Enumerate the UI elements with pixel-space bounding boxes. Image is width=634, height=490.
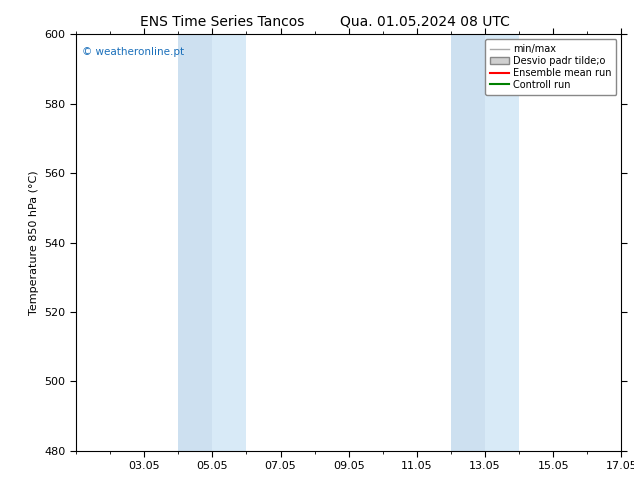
Text: ENS Time Series Tancos: ENS Time Series Tancos	[139, 15, 304, 29]
Bar	[178, 34, 212, 451]
Bar	[451, 34, 485, 451]
Bar	[212, 34, 247, 451]
Text: Qua. 01.05.2024 08 UTC: Qua. 01.05.2024 08 UTC	[340, 15, 510, 29]
Legend: min/max, Desvio padr tilde;o, Ensemble mean run, Controll run: min/max, Desvio padr tilde;o, Ensemble m…	[485, 39, 616, 95]
Y-axis label: Temperature 850 hPa (°C): Temperature 850 hPa (°C)	[29, 170, 39, 315]
Bar	[485, 34, 519, 451]
Text: © weatheronline.pt: © weatheronline.pt	[82, 47, 184, 57]
